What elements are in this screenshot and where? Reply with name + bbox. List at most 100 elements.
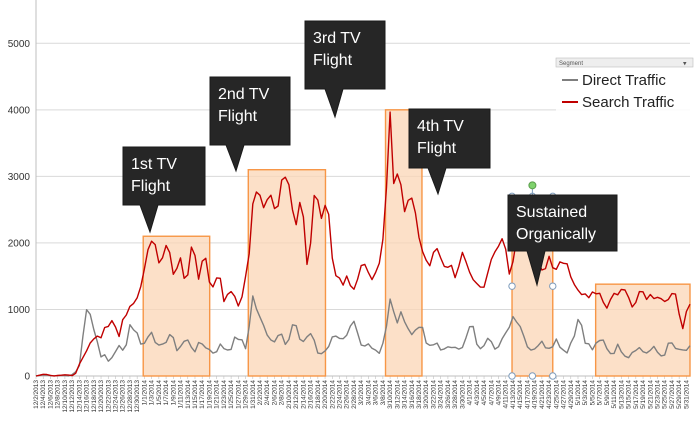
x-tick-label: 12/2/2013 [33,380,40,409]
x-tick-label: 4/17/2014 [524,380,531,409]
x-tick-label: 1/7/2014 [163,380,170,406]
x-tick-label: 2/12/2014 [293,380,300,409]
x-tick-label: 5/27/2014 [669,380,676,409]
callout-label: 3rd TV [313,30,361,47]
callout-5: Sustained Organically [507,194,618,287]
x-tick-label: 5/31/2014 [683,380,690,409]
x-tick-label: 2/8/2014 [279,380,286,406]
x-tick-label: 1/19/2014 [206,380,213,409]
x-tick-label: 2/2/2014 [257,380,264,406]
callout-box [122,146,206,234]
legend: Segment ▾ Direct Traffic Search Traffic [555,57,694,112]
x-tick-label: 1/31/2014 [250,380,257,409]
x-tick-label: 12/24/2013 [112,380,119,413]
callout-box [209,76,291,173]
selection-handle [549,372,557,380]
x-tick-label: 1/1/2014 [141,380,148,406]
x-tick-label: 5/29/2014 [676,380,683,409]
x-tick-label: 2/10/2014 [286,380,293,409]
legend-title: Segment [559,61,583,67]
y-tick-label: 2000 [8,238,31,249]
x-tick-label: 5/15/2014 [626,380,633,409]
legend-entry-2: Search Traffic [582,94,675,111]
x-tick-label: 3/12/2014 [394,380,401,409]
x-tick-label: 3/4/2014 [365,380,372,406]
x-tick-label: 1/9/2014 [170,380,177,406]
x-tick-label: 4/19/2014 [532,380,539,409]
x-tick-label: 2/22/2014 [329,380,336,409]
x-tick-label: 5/25/2014 [662,380,669,409]
selection-handle [528,372,537,380]
series-line-search-traffic [35,111,691,377]
x-tick-label: 1/25/2014 [228,380,235,409]
x-tick-label: 12/6/2013 [47,380,54,409]
x-tick-label: 2/20/2014 [322,380,329,409]
x-tick-label: 1/27/2014 [235,380,242,409]
x-tick-label: 12/10/2013 [62,380,69,413]
x-tick-label: 5/3/2014 [582,380,589,406]
x-tick-label: 3/20/2014 [423,380,430,409]
y-tick-label: 4000 [8,105,31,116]
selection-handle [508,372,516,380]
x-tick-label: 5/21/2014 [647,380,654,409]
y-tick-label: 1000 [8,305,31,316]
callout-4: 4th TV Flight [408,108,491,196]
callout-label: Flight [313,52,353,69]
x-tick-label: 1/11/2014 [178,380,185,409]
x-tick-label: 12/16/2013 [84,380,91,413]
callout-label: Flight [131,178,171,195]
x-tick-label: 4/11/2014 [503,380,510,409]
x-tick-label: 3/30/2014 [459,380,466,409]
selection-handle [508,282,516,290]
rotate-handle [528,181,537,190]
filter-icon: ▾ [683,61,687,68]
x-tick-label: 4/5/2014 [481,380,488,406]
x-tick-label: 1/17/2014 [199,380,206,409]
x-tick-label: 5/7/2014 [597,380,604,406]
selection-handle [549,282,557,290]
y-tick-label: 3000 [8,172,31,183]
x-tick-label: 12/20/2013 [98,380,105,413]
flight-box-1 [142,235,211,377]
x-tick-label: 4/15/2014 [517,380,524,409]
x-tick-label: 1/13/2014 [185,380,192,409]
x-tick-label: 4/9/2014 [495,380,502,406]
x-tick-label: 2/26/2014 [344,380,351,409]
x-tick-label: 2/24/2014 [337,380,344,409]
callout-label: Flight [218,108,258,125]
x-tick-label: 3/18/2014 [416,380,423,409]
callout-label: Organically [516,226,596,243]
x-tick-label: 1/15/2014 [192,380,199,409]
x-tick-label: 12/28/2013 [127,380,134,413]
callout-1: 1st TV Flight [122,146,206,234]
callout-label: 2nd TV [218,86,270,103]
x-tick-label: 12/18/2013 [91,380,98,413]
x-tick-label: 2/28/2014 [351,380,358,409]
x-tick-label: 3/16/2014 [409,380,416,409]
legend-title-bar [555,57,694,68]
x-tick-label: 5/11/2014 [611,380,618,409]
x-tick-label: 5/23/2014 [654,380,661,409]
flight-box-5 [594,283,691,377]
x-tick-label: 4/21/2014 [539,380,546,409]
callout-box [304,20,386,119]
x-tick-label: 4/27/2014 [561,380,568,409]
callout-label: 4th TV [417,118,464,135]
callout-3: 3rd TV Flight [304,20,386,119]
x-tick-label: 3/26/2014 [445,380,452,409]
x-tick-label: 12/14/2013 [76,380,83,413]
x-tick-label: 3/2/2014 [358,380,365,406]
x-tick-label: 5/9/2014 [604,380,611,406]
y-tick-label: 5000 [8,39,31,50]
x-axis: 12/2/2013 12/4/2013 12/6/2013 12/8/2013 12/1… [33,376,690,413]
x-tick-label: 12/26/2013 [120,380,127,413]
x-tick-label: 5/19/2014 [640,380,647,409]
legend-entry-1: Direct Traffic [582,72,666,89]
x-tick-label: 1/21/2014 [214,380,221,409]
x-tick-label: 2/6/2014 [271,380,278,406]
x-tick-label: 1/29/2014 [243,380,250,409]
x-tick-label: 4/23/2014 [546,380,553,409]
x-tick-label: 12/8/2013 [55,380,62,409]
x-tick-label: 2/16/2014 [308,380,315,409]
